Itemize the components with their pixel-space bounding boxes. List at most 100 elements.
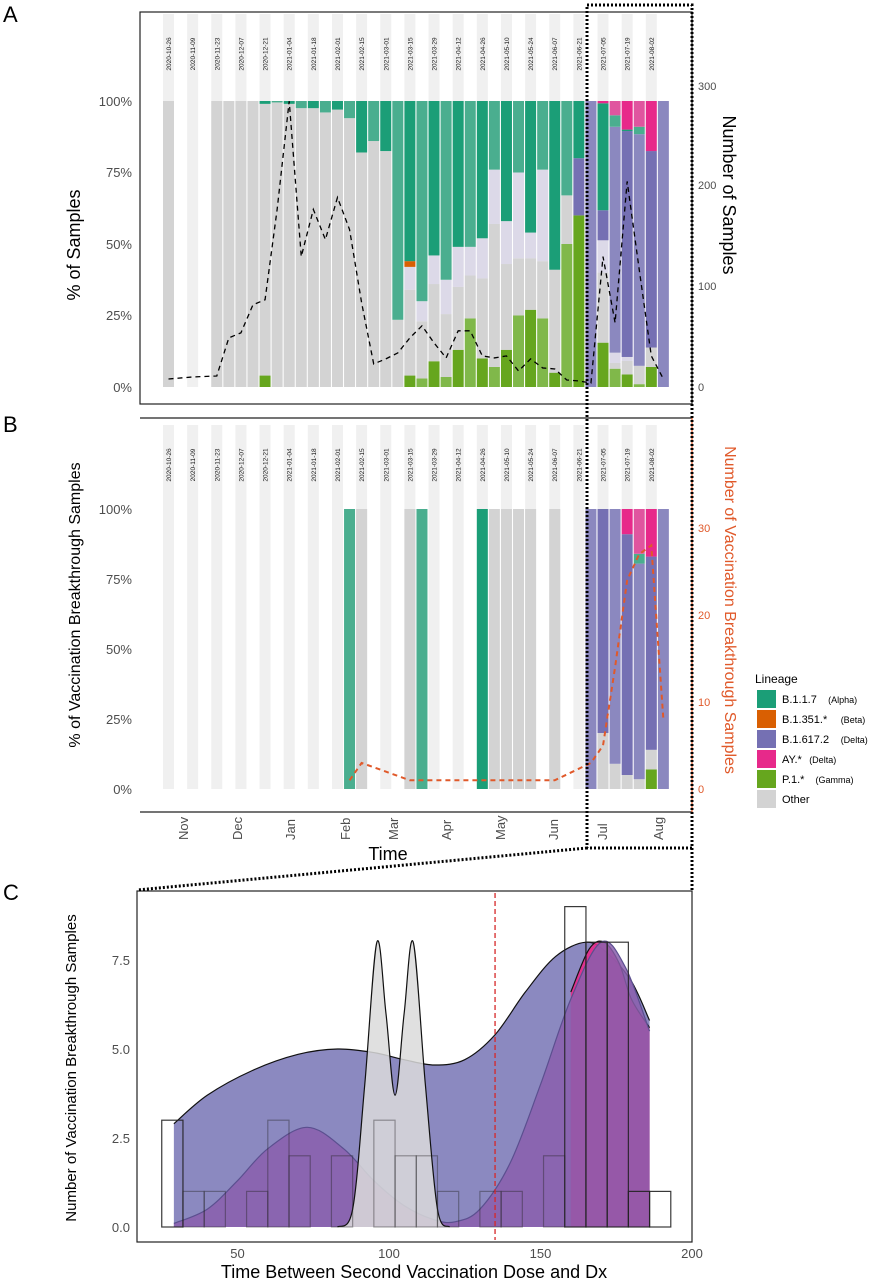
y-tick-label: 25%: [106, 712, 132, 727]
week-label: 2021-07-05: [601, 37, 608, 71]
week-label: 2021-03-29: [432, 37, 439, 71]
bar-segment-other: [404, 509, 416, 789]
legend-swatch-gamma: [757, 770, 776, 788]
bar-segment-ay: [621, 101, 633, 130]
bar-segment-alpha: [597, 103, 609, 211]
week-label: 2021-03-15: [407, 448, 414, 482]
count-line: [348, 543, 665, 782]
week-label: 2021-05-24: [528, 448, 535, 482]
bar-segment-alpha: [331, 101, 343, 110]
y-tick-label: 75%: [106, 165, 132, 180]
bar-segment-gamma: [645, 769, 657, 789]
panel-c: 0.0 2.5 5.0 7.5 50 100 150 200: [112, 890, 703, 1261]
week-stripe: [428, 425, 440, 789]
bar-segment-other: [488, 509, 500, 789]
bar-segment-other: [513, 509, 525, 789]
count-line: [168, 101, 664, 384]
bar-segment-other: [633, 779, 645, 789]
bar-segment-other: [331, 109, 343, 387]
bar-segment-alpha: [573, 101, 585, 159]
bar-segment-delta: [657, 509, 669, 789]
y-tick-label: 5.0: [112, 1042, 130, 1057]
week-label: 2021-07-05: [601, 448, 608, 482]
bar-segment-other: [428, 284, 440, 362]
legend-label-gamma: P.1.*: [782, 774, 805, 786]
panel-b-y-label: % of Vaccination Breakthrough Samples: [67, 462, 84, 747]
bar-segment-alpha: [476, 509, 488, 789]
bar-segment-unlabeled: [500, 221, 512, 265]
panel-c-x-label: Time Between Second Vaccination Dose and…: [221, 1262, 607, 1280]
bar-segment-alpha: [561, 101, 573, 196]
bar-segment-other: [259, 103, 271, 376]
bar-segment-gamma: [549, 372, 561, 387]
bar-segment-other: [307, 108, 319, 388]
y2-tick-label: 10: [698, 697, 710, 709]
bar-segment-gamma: [573, 215, 585, 387]
bar-segment-alpha: [404, 101, 416, 262]
week-label: 2021-05-10: [504, 37, 511, 71]
bar-segment-alpha: [416, 509, 428, 789]
bar-segment-alpha: [356, 101, 368, 153]
bar-segment-gamma: [525, 309, 537, 387]
x-tick-label: 50: [230, 1246, 244, 1261]
bar-segment-ay: [633, 509, 645, 554]
bar-segment-other: [295, 108, 307, 388]
month-label: Aug: [651, 817, 666, 840]
x-tick-label: 100: [378, 1246, 400, 1261]
week-stripe: [452, 425, 464, 789]
histogram-bin: [182, 1190, 205, 1228]
month-label: Dec: [230, 816, 245, 840]
month-label: Jun: [546, 819, 561, 840]
bar-segment-ay: [645, 101, 657, 152]
other-density-area: [337, 940, 450, 1227]
week-label: 2021-06-07: [552, 448, 559, 482]
bar-segment-alpha: [537, 101, 549, 170]
histogram-bin: [161, 1119, 184, 1228]
bar-segment-delta: [645, 151, 657, 348]
bar-segment-unlabeled: [476, 238, 488, 279]
bar-segment-unlabeled: [513, 172, 525, 259]
week-stripe: [307, 425, 319, 789]
bar-segment-alpha: [500, 101, 512, 222]
bar-segment-other: [440, 314, 452, 377]
bar-segment-gamma: [416, 378, 428, 387]
panel-b: 2020-10-26 2020-11-09 2020-11-23 2020-12-07…: [99, 417, 710, 840]
week-label: 2021-06-21: [576, 37, 583, 71]
bar-segment-alpha: [380, 101, 392, 152]
bar-segment-other: [621, 775, 633, 789]
panel-b-x-label: Time: [368, 844, 407, 864]
bar-segment-alpha: [416, 101, 428, 302]
week-stripe: [187, 425, 199, 789]
histogram-bin: [479, 1190, 502, 1228]
y2-tick-label: 100: [698, 281, 716, 293]
week-label: 2021-02-01: [335, 448, 342, 482]
bar-segment-delta: [573, 158, 585, 216]
bar-segment-other: [416, 321, 428, 379]
other-density-curve: [337, 940, 451, 1228]
zoom-connector-left: [136, 846, 588, 892]
y-tick-label: 50%: [106, 642, 132, 657]
legend-sublabel-alpha: (Alpha): [828, 695, 857, 705]
month-label: Apr: [439, 819, 454, 840]
bar-segment-other: [609, 362, 621, 369]
week-stripe: [163, 425, 174, 789]
bar-segment-ay: [597, 101, 609, 104]
y2-tick-label: 300: [698, 81, 716, 93]
legend-sublabel-ay: (Delta): [809, 755, 836, 765]
bar-segment-other: [271, 102, 283, 388]
bar-segment-gamma: [561, 244, 573, 387]
x-tick-label: 150: [530, 1246, 552, 1261]
legend-label-alpha: B.1.1.7: [782, 694, 817, 706]
legend-swatch-alpha: [757, 690, 776, 708]
bar-segment-unlabeled: [440, 279, 452, 315]
bar-segment-unlabeled: [621, 356, 633, 361]
y-tick-label: 2.5: [112, 1131, 130, 1146]
bar-segment-alpha: [295, 101, 307, 109]
week-label: 2020-11-23: [214, 37, 221, 70]
y-tick-label: 0.0: [112, 1220, 130, 1235]
y-tick-label: 75%: [106, 572, 132, 587]
bar-segment-other: [344, 118, 356, 387]
bar-segment-alpha: [476, 101, 488, 239]
bar-segment-other: [404, 289, 416, 376]
histogram-bin: [415, 1155, 439, 1228]
